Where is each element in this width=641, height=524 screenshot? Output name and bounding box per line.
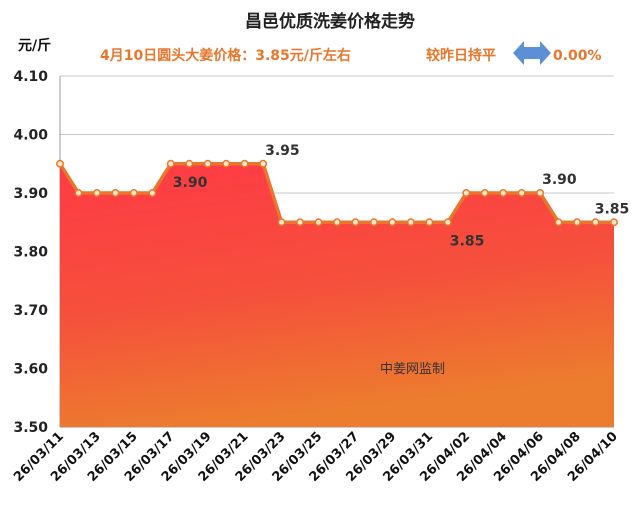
data-point: [277, 218, 286, 227]
change-percent: 0.00%: [553, 48, 602, 64]
data-point: [443, 218, 452, 227]
data-label: 3.90: [542, 172, 577, 188]
compare-label: 较昨日持平: [426, 47, 496, 64]
area-fill: [60, 163, 614, 427]
y-tick-label: 3.60: [13, 362, 48, 378]
data-label: 3.85: [450, 233, 485, 249]
y-tick-label: 3.80: [13, 245, 48, 261]
data-point: [203, 159, 212, 168]
y-axis-ticks: 3.50 3.60 3.70 3.80 3.90 4.00 4.10: [13, 69, 48, 436]
y-tick-label: 4.10: [13, 69, 48, 85]
data-point: [111, 189, 120, 197]
data-label: 3.85: [595, 201, 630, 217]
y-tick-label: 3.90: [13, 186, 48, 202]
x-axis-ticks: 26/03/1126/03/1326/03/1526/03/1726/03/19…: [11, 429, 621, 485]
data-point: [480, 189, 489, 197]
data-point: [296, 218, 305, 227]
data-point: [499, 189, 508, 197]
chart-subtitle: 4月10日圆头大姜价格：3.85元/斤左右: [100, 47, 351, 64]
data-point: [185, 159, 194, 168]
data-point: [591, 218, 600, 227]
data-point: [56, 159, 64, 168]
data-point: [351, 218, 360, 227]
data-labels: 3.90 3.95 3.85 3.90 3.85: [173, 143, 629, 250]
data-point: [425, 218, 434, 227]
data-points: [56, 159, 618, 227]
data-label: 3.90: [173, 175, 208, 191]
area-shape: [60, 163, 614, 427]
y-axis-unit: 元/斤: [18, 37, 51, 54]
data-point: [222, 159, 231, 168]
chart-title: 昌邑优质洗姜价格走势: [245, 11, 415, 32]
data-point: [388, 218, 397, 227]
y-tick-label: 4.00: [13, 128, 48, 144]
data-point: [333, 218, 341, 227]
data-point: [92, 189, 101, 197]
data-point: [573, 218, 582, 227]
data-point: [610, 218, 618, 227]
data-point: [369, 218, 378, 227]
y-tick-label: 3.70: [13, 303, 48, 319]
data-point: [554, 218, 563, 227]
data-point: [259, 159, 268, 168]
watermark-text: 中姜网监制: [380, 362, 445, 377]
data-point: [314, 218, 323, 227]
data-point: [148, 189, 157, 197]
data-point: [536, 189, 545, 197]
data-point: [517, 189, 526, 197]
data-point: [406, 218, 415, 227]
data-point: [74, 189, 83, 197]
data-point: [166, 159, 175, 168]
data-point: [240, 159, 249, 168]
data-label: 3.95: [265, 143, 300, 159]
data-point: [129, 189, 138, 197]
y-tick-label: 3.50: [13, 420, 48, 436]
data-point: [462, 189, 471, 197]
double-arrow-icon: [513, 41, 551, 65]
